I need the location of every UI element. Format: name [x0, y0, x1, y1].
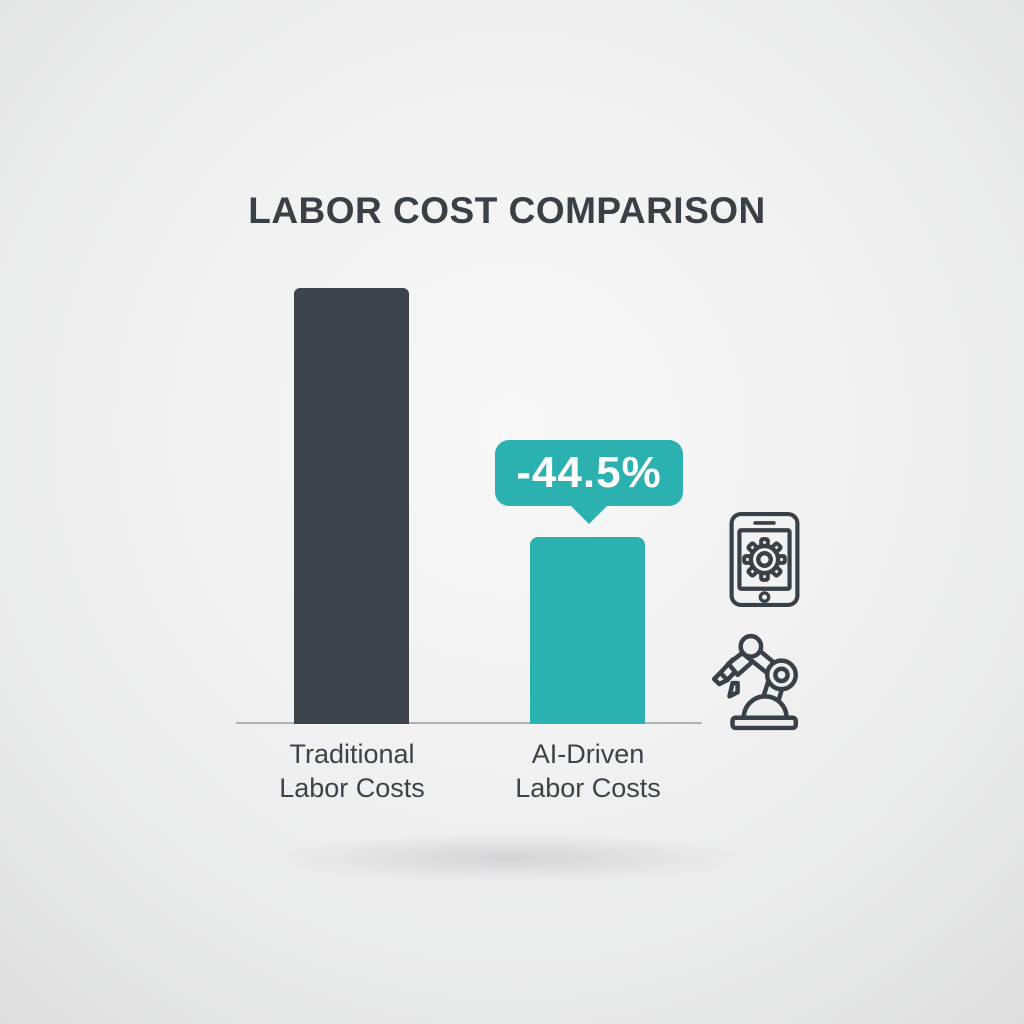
- tablet-gear-icon: [729, 511, 800, 608]
- robot-shoulder-joint: [738, 633, 764, 659]
- tablet-screen: [737, 528, 792, 591]
- bar-label-line: Labor Costs: [515, 773, 661, 803]
- percentage-change-value: -44.5%: [516, 448, 662, 497]
- bar-label-traditional: Traditional Labor Costs: [236, 737, 468, 805]
- robot-arm-icon: [711, 633, 798, 731]
- robot-elbow-joint: [764, 658, 798, 692]
- bar-label-line: Traditional: [289, 739, 415, 769]
- bar-label-line: Labor Costs: [279, 773, 425, 803]
- percentage-change-badge: -44.5%: [495, 440, 683, 524]
- tablet-body: [729, 511, 800, 608]
- x-axis-baseline: [236, 722, 702, 724]
- robot-base-dome: [741, 694, 789, 720]
- badge-tail-pointer: [570, 505, 608, 524]
- ground-shadow: [277, 833, 743, 883]
- gear-icon: [742, 537, 787, 582]
- bar-traditional-labor: [294, 288, 409, 724]
- bar-label-line: AI-Driven: [531, 739, 645, 769]
- robot-base-plate: [730, 715, 798, 731]
- bar-ai-driven-labor: [530, 537, 645, 724]
- tablet-home-button: [758, 591, 771, 603]
- bar-label-ai-driven: AI-Driven Labor Costs: [472, 737, 704, 805]
- chart-title: LABOR COST COMPARISON: [248, 190, 766, 231]
